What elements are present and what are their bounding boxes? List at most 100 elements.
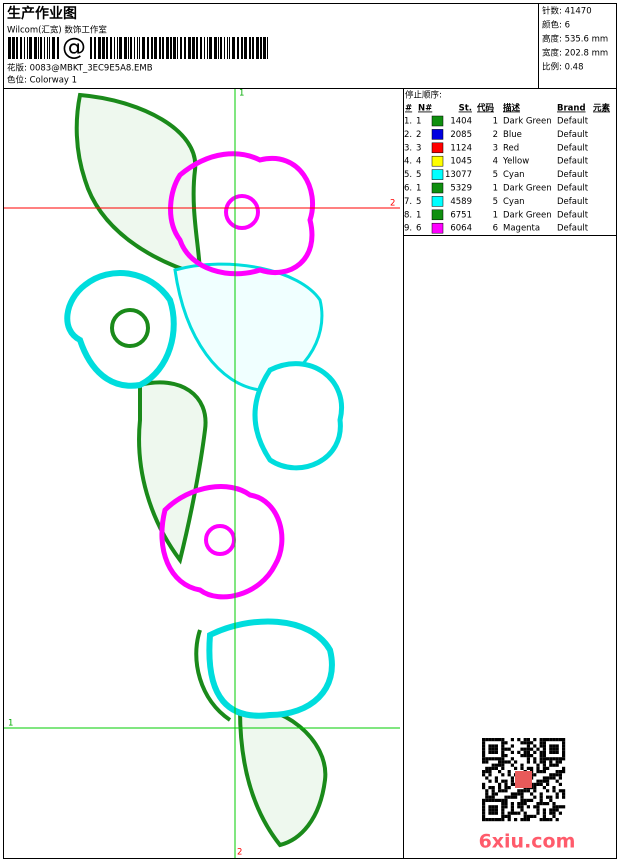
qr-module [491, 757, 495, 761]
qr-module [517, 750, 521, 754]
qr-module [523, 814, 527, 818]
needle: 1 [416, 117, 421, 127]
qr-module [494, 798, 498, 802]
qr-module [501, 741, 505, 745]
qr-module [501, 789, 505, 793]
qr-module [542, 757, 546, 761]
qr-module [510, 776, 514, 780]
qr-module [542, 770, 546, 774]
qr-module [562, 795, 566, 799]
qr-module [542, 760, 546, 764]
qr-module [491, 808, 495, 812]
qr-module [491, 818, 495, 822]
qr-module [526, 744, 530, 748]
qr-module [501, 738, 505, 742]
description: Blue [503, 130, 522, 140]
qr-module [485, 789, 489, 793]
qr-module [526, 818, 530, 822]
qr-module [491, 795, 495, 799]
qr-module [546, 795, 550, 799]
qr-module [549, 795, 553, 799]
qr-module [520, 789, 524, 793]
qr-module [517, 792, 521, 796]
qr-module [510, 811, 514, 815]
qr-module [555, 750, 559, 754]
stop-table: 停止顺序: # N# St. 代码 描述 Brand 元素 1. 1 1404 1 Dark Green… [404, 90, 611, 234]
qr-module [526, 766, 530, 770]
bar [24, 37, 25, 59]
needle: 3 [416, 143, 421, 153]
brand: Default [557, 170, 589, 180]
qr-module [526, 789, 530, 793]
qr-module [520, 795, 524, 799]
qr-module [485, 766, 489, 770]
qr-module [555, 808, 559, 812]
qr-module [517, 811, 521, 815]
bar [180, 37, 182, 59]
qr-module [520, 754, 524, 758]
bar [90, 37, 92, 59]
qr-module [498, 770, 502, 774]
bar [20, 37, 22, 59]
qr-module [514, 760, 518, 764]
flower [168, 151, 316, 277]
stitches: 1404 [450, 117, 472, 127]
qr-module [536, 766, 540, 770]
watermark: 6xiu.com [479, 831, 576, 853]
qr-module [504, 754, 508, 758]
qr-module [523, 738, 527, 742]
qr-module [488, 738, 492, 742]
bar [130, 37, 132, 59]
description: Magenta [503, 224, 540, 234]
qr-module [494, 757, 498, 761]
qr-module [533, 805, 537, 809]
color-swatch [431, 222, 444, 234]
bar [218, 37, 219, 59]
qr-module [494, 808, 498, 812]
qr-module [504, 779, 508, 783]
stitches: 6751 [450, 210, 472, 220]
qr-module [514, 766, 518, 770]
qr-module [488, 786, 492, 790]
qr-module [520, 763, 524, 767]
qr-module [501, 750, 505, 754]
column-header: St. [459, 104, 472, 114]
crosshair-label: 2 [390, 199, 395, 209]
bar [207, 37, 208, 59]
qr-module [510, 750, 514, 754]
qr-module [501, 802, 505, 806]
bar [229, 37, 230, 59]
stitches: 6064 [450, 224, 472, 234]
qr-module [501, 773, 505, 777]
bar [173, 37, 176, 59]
qr-module [533, 744, 537, 748]
code: 4 [493, 157, 498, 167]
qr-module [501, 808, 505, 812]
bar [196, 37, 198, 59]
bar [52, 37, 55, 59]
qr-module [562, 805, 566, 809]
company: Wilcom(汇宽) 数饰工作室 [7, 25, 107, 36]
qr-module [501, 744, 505, 748]
qr-module [491, 750, 495, 754]
bar [244, 37, 247, 59]
qr-module [501, 805, 505, 809]
qr-module [491, 738, 495, 742]
qr-module [549, 747, 553, 751]
qr-module [507, 770, 511, 774]
bar [94, 37, 96, 59]
flower-center [224, 194, 260, 230]
brand: Default [557, 143, 589, 153]
qr-module [504, 798, 508, 802]
qr-module [501, 818, 505, 822]
qr-module [485, 757, 489, 761]
qr-module [520, 798, 524, 802]
qr-module [488, 770, 492, 774]
qr-module [485, 738, 489, 742]
stitches: 5329 [450, 184, 472, 194]
qr-module [539, 741, 543, 745]
qr-module [491, 786, 495, 790]
qr-module [520, 747, 524, 751]
qr-module [552, 802, 556, 806]
bar [137, 37, 138, 59]
